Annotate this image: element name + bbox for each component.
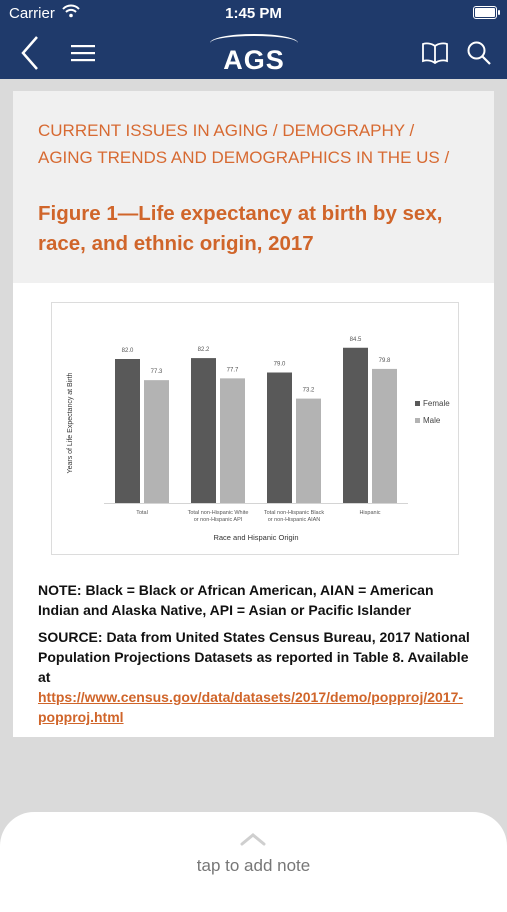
add-note-sheet[interactable]: tap to add note <box>0 812 507 912</box>
bar-male-3 <box>372 368 397 503</box>
content-card: CURRENT ISSUES IN AGING / DEMOGRAPHY / A… <box>13 91 494 737</box>
book-icon <box>422 42 448 64</box>
logo-text: AGS <box>223 45 285 75</box>
bar-female-0 <box>115 359 140 503</box>
data-label-female-0: 82.0 <box>122 348 134 354</box>
legend-label-male: Male <box>423 416 441 425</box>
back-chevron-icon <box>21 35 38 70</box>
figure-header: CURRENT ISSUES IN AGING / DEMOGRAPHY / A… <box>13 91 494 283</box>
y-axis-title: Years of Life Expectancy at Birth <box>67 372 74 473</box>
menu-icon <box>71 44 95 61</box>
clock: 1:45 PM <box>225 5 282 22</box>
book-button[interactable] <box>418 26 452 79</box>
add-note-hint: tap to add note <box>196 856 311 875</box>
search-icon <box>467 41 491 65</box>
ags-logo: AGS <box>208 34 300 75</box>
data-label-male-1: 77.7 <box>227 367 239 373</box>
figure-title: Figure 1—Life expectancy at birth by sex… <box>38 202 443 255</box>
bar-male-1 <box>220 378 245 503</box>
chart-figure: 82.0 77.3 Total 82.2 77.7 Total non-Hispanic … <box>51 302 459 555</box>
status-bar: Carrier 1:45 PM <box>0 0 507 26</box>
tick-label-2: Total non-Hispanic Black or non-Hispanic … <box>264 510 324 523</box>
bar-female-3 <box>343 347 368 503</box>
back-button[interactable] <box>10 26 50 79</box>
tick-label-0: Total <box>136 510 148 516</box>
figure-source: SOURCE: Data from United States Census B… <box>38 627 478 727</box>
x-axis-title: Race and Hispanic Origin <box>213 533 298 542</box>
bar-male-0 <box>144 380 169 503</box>
wifi-icon <box>62 4 80 18</box>
data-label-female-3: 84.5 <box>350 337 362 343</box>
legend-swatch-male <box>415 418 420 423</box>
figure-note: NOTE: Black = Black or African American,… <box>38 582 434 618</box>
data-label-male-3: 79.8 <box>379 358 391 364</box>
data-label-male-0: 77.3 <box>151 369 163 375</box>
source-link[interactable]: https://www.census.gov/data/datasets/201… <box>38 689 464 725</box>
bar-chart: 82.0 77.3 Total 82.2 77.7 Total non-Hispanic … <box>67 337 450 542</box>
bar-female-2 <box>267 372 292 503</box>
data-label-male-2: 73.2 <box>303 388 315 394</box>
data-label-female-2: 79.0 <box>274 362 286 368</box>
carrier-label: Carrier <box>9 5 55 22</box>
bar-male-2 <box>296 398 321 503</box>
search-button[interactable] <box>462 26 496 79</box>
tick-label-1: Total non-Hispanic White or non-Hispanic … <box>188 510 249 523</box>
legend-swatch-female <box>415 401 420 406</box>
chevron-up-icon[interactable] <box>240 832 266 846</box>
menu-button[interactable] <box>66 26 100 79</box>
legend-label-female: Female <box>423 399 450 408</box>
tick-label-3: Hispanic <box>359 510 380 516</box>
source-text: SOURCE: Data from United States Census B… <box>38 629 470 685</box>
data-label-female-1: 82.2 <box>198 347 210 353</box>
nav-bar: AGS <box>0 26 507 79</box>
bar-female-1 <box>191 358 216 503</box>
breadcrumb[interactable]: CURRENT ISSUES IN AGING / DEMOGRAPHY / A… <box>38 121 450 167</box>
battery-icon <box>473 6 500 19</box>
